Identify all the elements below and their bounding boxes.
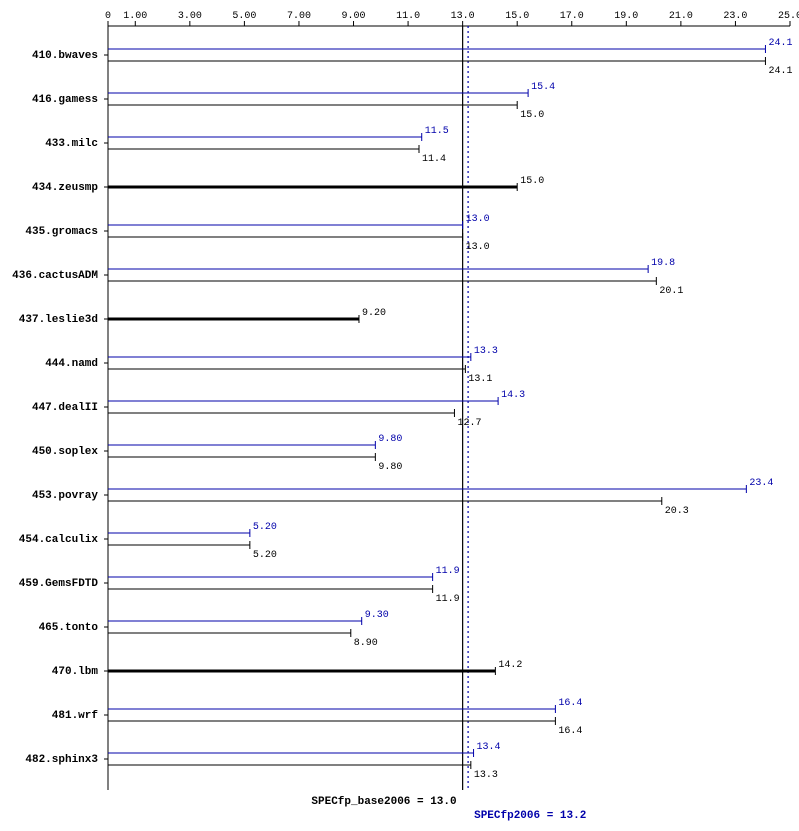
bar-value-label: 16.4 bbox=[558, 698, 582, 709]
benchmark-label: 410.bwaves bbox=[32, 50, 98, 62]
benchmark-label: 450.soplex bbox=[32, 446, 98, 458]
bar-value-label: 20.1 bbox=[659, 286, 683, 297]
bar-value-label: 5.20 bbox=[253, 550, 277, 561]
x-tick-label: 15.0 bbox=[505, 11, 529, 22]
benchmark-label: 444.namd bbox=[45, 358, 98, 370]
bar-value-label: 24.1 bbox=[768, 66, 792, 77]
benchmark-label: 453.povray bbox=[32, 490, 98, 502]
bar-value-label: 9.20 bbox=[362, 308, 386, 319]
bar-value-label: 11.5 bbox=[425, 126, 449, 137]
benchmark-label: 433.milc bbox=[45, 138, 98, 150]
x-tick-label: 13.0 bbox=[451, 11, 475, 22]
bar-value-label: 24.1 bbox=[768, 38, 792, 49]
x-tick-label: 23.0 bbox=[723, 11, 747, 22]
benchmark-label: 434.zeusmp bbox=[32, 182, 98, 194]
benchmark-label: 416.gamess bbox=[32, 94, 98, 106]
bar-value-label: 13.3 bbox=[474, 770, 498, 781]
x-tick-label: 0 bbox=[105, 11, 111, 22]
x-tick-label: 19.0 bbox=[614, 11, 638, 22]
bar-value-label: 11.4 bbox=[422, 154, 446, 165]
benchmark-label: 436.cactusADM bbox=[12, 270, 98, 282]
bar-value-label: 13.0 bbox=[466, 242, 490, 253]
benchmark-label: 482.sphinx3 bbox=[25, 754, 98, 766]
bar-value-label: 12.7 bbox=[457, 418, 481, 429]
benchmark-label: 437.leslie3d bbox=[19, 314, 98, 326]
bar-value-label: 9.80 bbox=[378, 462, 402, 473]
x-tick-label: 9.00 bbox=[342, 11, 366, 22]
bar-value-label: 13.1 bbox=[468, 374, 492, 385]
x-tick-label: 7.00 bbox=[287, 11, 311, 22]
bar-value-label: 11.9 bbox=[436, 566, 460, 577]
bar-value-label: 14.2 bbox=[498, 660, 522, 671]
bar-value-label: 14.3 bbox=[501, 390, 525, 401]
bar-value-label: 13.3 bbox=[474, 346, 498, 357]
bar-value-label: 19.8 bbox=[651, 258, 675, 269]
chart-bg bbox=[0, 0, 799, 831]
bar-value-label: 8.90 bbox=[354, 638, 378, 649]
bar-value-label: 15.4 bbox=[531, 82, 555, 93]
spec-bar-chart: 0 1.00 3.00 5.00 7.00 9.00 11.0 13.0 15.0 17.0 19.… bbox=[0, 0, 799, 831]
x-tick-label: 17.0 bbox=[560, 11, 584, 22]
bar-value-label: 9.30 bbox=[365, 610, 389, 621]
benchmark-label: 481.wrf bbox=[52, 710, 99, 722]
bar-value-label: 13.4 bbox=[477, 742, 501, 753]
x-tick-label: 3.00 bbox=[178, 11, 202, 22]
benchmark-label: 435.gromacs bbox=[25, 226, 98, 238]
bar-value-label: 20.3 bbox=[665, 506, 689, 517]
x-tick-label: 1.00 bbox=[123, 11, 147, 22]
x-tick-label: 11.0 bbox=[396, 11, 420, 22]
benchmark-label: 459.GemsFDTD bbox=[19, 578, 99, 590]
bar-value-label: 23.4 bbox=[749, 478, 773, 489]
bar-value-label: 11.9 bbox=[436, 594, 460, 605]
bar-value-label: 15.0 bbox=[520, 110, 544, 121]
bar-value-label: 13.0 bbox=[466, 214, 490, 225]
x-tick-label: 25.0 bbox=[778, 11, 799, 22]
benchmark-label: 447.dealII bbox=[32, 402, 98, 414]
summary-peak-label: SPECfp2006 = 13.2 bbox=[474, 810, 586, 822]
bar-value-label: 5.20 bbox=[253, 522, 277, 533]
bar-value-label: 9.80 bbox=[378, 434, 402, 445]
benchmark-label: 465.tonto bbox=[39, 622, 99, 634]
summary-base-label: SPECfp_base2006 = 13.0 bbox=[311, 796, 456, 808]
bar-value-label: 15.0 bbox=[520, 176, 544, 187]
benchmark-label: 454.calculix bbox=[19, 534, 99, 546]
bar-value-label: 16.4 bbox=[558, 726, 582, 737]
x-tick-label: 21.0 bbox=[669, 11, 693, 22]
x-tick-label: 5.00 bbox=[232, 11, 256, 22]
benchmark-label: 470.lbm bbox=[52, 666, 99, 678]
